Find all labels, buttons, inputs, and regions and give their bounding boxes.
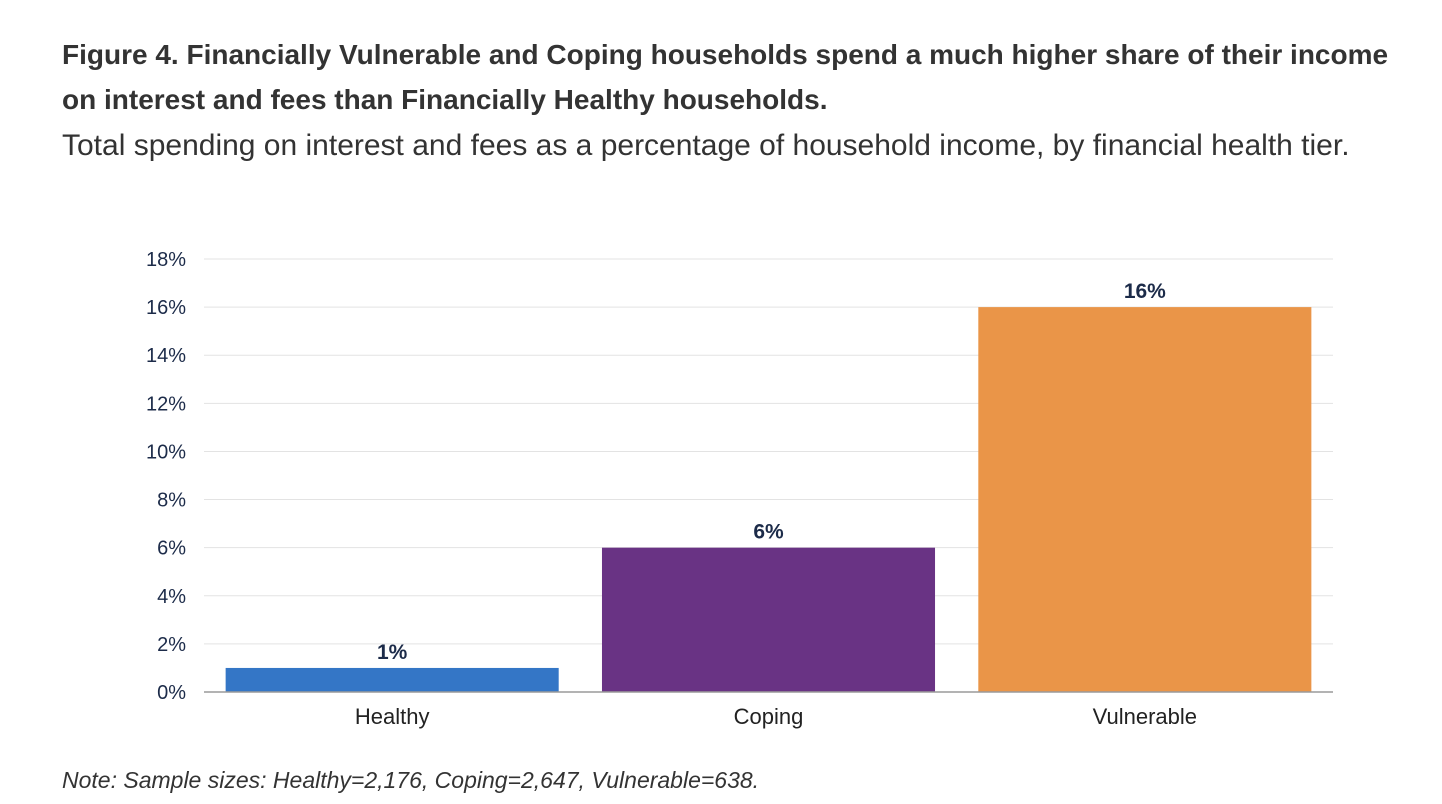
category-label-coping: Coping (734, 704, 804, 729)
data-label-vulnerable: 16% (1124, 280, 1166, 303)
y-tick-label: 10% (146, 441, 186, 463)
chart-subtitle: Total spending on interest and fees as a… (62, 129, 1350, 162)
bar-coping (601, 547, 936, 692)
x-axis-category-labels: Healthy Coping Vulnerable (355, 704, 1197, 729)
bar-healthy (225, 667, 559, 692)
bar-vulnerable (978, 307, 1312, 692)
category-label-vulnerable: Vulnerable (1093, 704, 1197, 729)
y-tick-label: 18% (146, 249, 186, 271)
y-tick-label: 12% (146, 393, 186, 415)
data-labels: 1% 6% 16% (377, 280, 1166, 664)
data-label-coping: 6% (753, 521, 784, 544)
category-label-healthy: Healthy (355, 704, 430, 729)
y-tick-label: 4% (157, 586, 186, 608)
chart-title: Figure 4. Financially Vulnerable and Cop… (62, 39, 1389, 115)
data-label-healthy: 1% (377, 641, 408, 664)
bars (225, 307, 1312, 692)
y-tick-label: 14% (146, 345, 186, 367)
y-tick-label: 0% (157, 682, 186, 704)
y-tick-label: 2% (157, 634, 186, 656)
y-tick-label: 8% (157, 490, 186, 512)
y-tick-label: 16% (146, 297, 186, 319)
y-tick-label: 6% (157, 538, 186, 560)
y-axis-tick-labels: 0% 2% 4% 6% 8% 10% 12% 14% 16% 18% (146, 249, 186, 704)
sample-size-note: Note: Sample sizes: Healthy=2,176, Copin… (62, 767, 760, 793)
